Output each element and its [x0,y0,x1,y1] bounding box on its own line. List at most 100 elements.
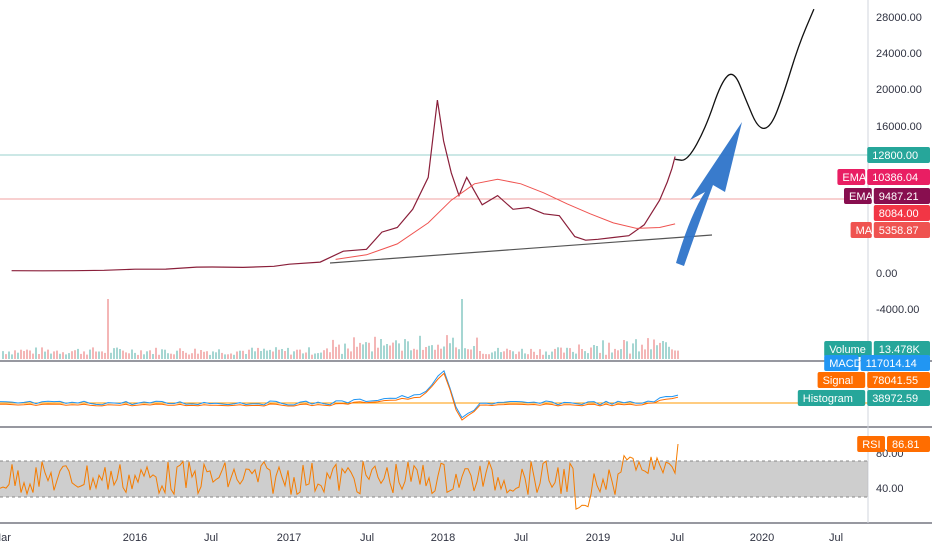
tag-value: 117014.14 [866,358,917,370]
tag-value-bg [867,147,930,163]
volume-bar [404,339,406,359]
volume-bar [233,354,235,359]
volume-bar [587,353,589,359]
tag-name: MACD [829,358,861,370]
macd-line [0,369,679,419]
volume-bar [101,351,103,359]
volume-bar [383,345,385,359]
price-panel[interactable] [0,8,868,272]
volume-bar [611,352,613,359]
tag-value: 10386.04 [872,172,918,184]
volume-bar [212,351,214,359]
volume-bar [2,351,4,359]
volume-bar [98,351,100,359]
volume-bar [629,353,631,359]
tag-name: Histogram [803,393,853,405]
rsi-panel[interactable] [0,443,868,510]
volume-bar [338,344,340,359]
volume-bar [305,352,307,359]
volume-bar [551,351,553,359]
volume-bar [464,348,466,359]
volume-bar [452,337,454,359]
volume-bar [125,352,127,359]
volume-bar [422,349,424,359]
tag-name: Signal [823,375,854,387]
time-tick-label: 2019 [586,532,610,544]
volume-bar [284,351,286,359]
volume-bar [503,351,505,359]
volume-bar [332,339,334,359]
volume-bar [221,352,223,359]
volume-bar [179,348,181,359]
volume-bar [476,337,478,359]
tag-name-bg [817,372,866,388]
volume-bar [218,349,220,359]
volume-bar [44,351,46,359]
volume-bar [122,350,124,359]
volume-bar [638,351,640,359]
volume-bar [245,354,247,359]
projection-curve [675,8,815,161]
volume-bar [65,354,67,359]
volume-bar [167,353,169,359]
volume-bar [161,349,163,359]
value-tag: RSI 86.81 [857,436,930,452]
tag-name: Volume [829,344,866,356]
volume-bar [113,348,115,359]
time-tick-label: 2018 [431,532,455,544]
volume-bar [5,354,7,359]
volume-bar [77,348,79,359]
volume-bar [644,349,646,359]
volume-bar [32,353,34,359]
volume-bar [83,351,85,359]
volume-bar [287,347,289,359]
macd-panel[interactable] [0,369,868,421]
volume-bar [362,344,364,359]
volume-bar [155,347,157,359]
volume-bar [431,345,433,359]
volume-bar [641,344,643,359]
volume-bar [374,336,376,359]
volume-bar [659,342,661,359]
volume-bar [572,351,574,359]
volume-bar [29,350,31,359]
volume-bar [656,345,658,359]
volume-bar [578,344,580,359]
price-axis[interactable]: 28000.00 24000.00 20000.00 16000.00 0.00 -400… [876,12,922,316]
volume-bar [329,352,331,359]
volume-bar [581,349,583,359]
volume-bar [110,352,112,359]
volume-bar [248,349,250,359]
volume-bar [380,339,382,359]
volume-bar [86,354,88,359]
volume-bar [170,353,172,359]
volume-bar [116,347,118,359]
volume-bar [200,350,202,359]
volume-bar [566,347,568,359]
volume-bar [482,353,484,359]
tag-value-bg [887,436,930,452]
volume-bar [413,348,415,359]
volume-bar [341,353,343,359]
value-tag: EMA 10386.04 [837,169,930,185]
volume-bar [146,351,148,359]
volume-bar [71,351,73,359]
volume-bar [56,350,58,359]
rsi-band [0,461,868,497]
volume-bar [599,352,601,359]
volume-bar [254,351,256,359]
volume-bar [353,337,355,359]
volume-bar [26,349,28,359]
volume-bar [242,350,244,359]
volume-bar [59,353,61,359]
volume-bar [215,352,217,359]
tag-name-bg [797,390,866,406]
tag-name-bg [857,436,885,452]
volume-bar [419,335,421,359]
time-axis[interactable]: Mar 2016 Jul 2017 Jul 2018 Jul 2019 Jul 2020 Jul [0,532,843,544]
volume-bar [521,348,523,359]
volume-bar [68,353,70,359]
value-tag: EMA 9487.21 [844,188,930,204]
